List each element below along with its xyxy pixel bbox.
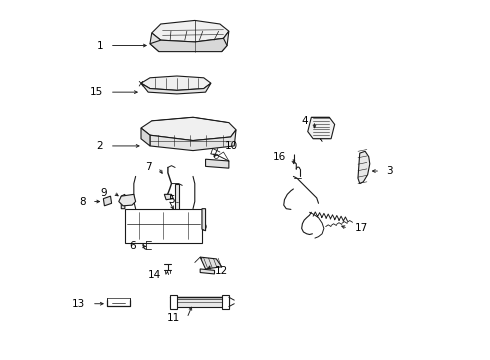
Text: 16: 16 [273,152,286,162]
Polygon shape [141,76,211,90]
Bar [125,209,202,243]
Text: 10: 10 [225,141,239,151]
Text: 6: 6 [129,241,136,251]
Polygon shape [308,117,335,139]
Polygon shape [200,269,215,274]
Polygon shape [200,257,221,269]
Text: 11: 11 [167,313,180,323]
Text: 14: 14 [147,270,161,280]
Polygon shape [103,196,112,206]
Text: 17: 17 [354,224,368,233]
Polygon shape [141,117,236,140]
Polygon shape [202,209,205,231]
Text: 12: 12 [215,266,228,276]
Polygon shape [221,31,229,51]
Text: 2: 2 [97,141,103,151]
Polygon shape [170,295,177,309]
Text: 3: 3 [387,166,393,176]
Text: 5: 5 [169,195,175,205]
Text: 9: 9 [100,188,107,198]
Polygon shape [150,130,236,150]
Polygon shape [175,184,179,223]
Polygon shape [122,194,125,209]
Polygon shape [170,297,229,307]
Text: 13: 13 [72,299,85,309]
Polygon shape [150,39,227,51]
Polygon shape [141,83,211,94]
Polygon shape [141,128,150,146]
Polygon shape [221,295,229,309]
Polygon shape [119,194,136,206]
Text: 15: 15 [90,87,103,97]
Polygon shape [205,159,229,168]
Polygon shape [150,33,161,51]
Text: 7: 7 [145,162,152,172]
Text: 1: 1 [97,41,103,50]
Polygon shape [358,151,370,184]
Polygon shape [152,21,229,42]
Polygon shape [164,194,173,200]
Text: 8: 8 [79,197,85,207]
Text: 4: 4 [301,116,308,126]
